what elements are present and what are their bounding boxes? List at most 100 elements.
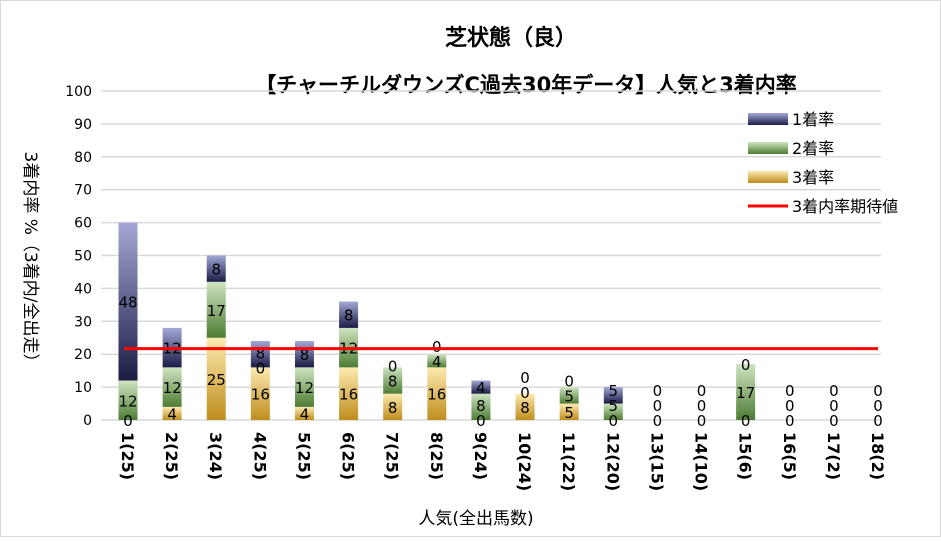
data-label: 0	[785, 397, 795, 415]
x-tick-label: 17(2)	[824, 432, 843, 480]
x-tick-label: 8(25)	[427, 432, 446, 480]
y-tick-label: 30	[74, 314, 92, 330]
data-label: 0	[873, 397, 883, 415]
bar-segment	[603, 387, 623, 404]
data-label: 0	[873, 412, 883, 430]
data-label: 0	[432, 338, 442, 356]
bar-segment	[736, 364, 756, 420]
x-tick-label: 4(25)	[250, 432, 269, 480]
data-label: 0	[785, 412, 795, 430]
bar-segment	[118, 222, 138, 381]
data-label: 0	[476, 412, 486, 430]
data-label: 0	[609, 412, 619, 430]
bar-segment	[427, 354, 447, 368]
data-label: 4	[476, 379, 486, 397]
data-label: 8	[300, 346, 310, 364]
data-label: 0	[520, 384, 530, 402]
x-tick-label: 10(24)	[515, 432, 534, 491]
bar-segment	[339, 367, 359, 420]
data-label: 0	[741, 412, 751, 430]
bar-segment	[559, 403, 579, 420]
bar-segment	[603, 403, 623, 420]
data-label: 0	[653, 382, 663, 400]
data-label: 0	[697, 397, 707, 415]
data-label: 5	[564, 387, 574, 405]
data-label: 4	[167, 405, 177, 423]
bar-segment	[294, 367, 314, 407]
bar-segment	[339, 301, 359, 328]
bar-segment	[118, 380, 138, 420]
x-tick-label: 7(25)	[383, 432, 402, 480]
x-tick-label: 16(5)	[780, 432, 799, 480]
bar-segment	[383, 393, 403, 420]
y-tick-label: 70	[74, 183, 92, 199]
chart-title-line2: 【チャーチルダウンズC過去30年データ】人気と3着内率	[255, 73, 797, 97]
legend-swatch	[748, 142, 788, 154]
data-label: 0	[520, 369, 530, 387]
data-label: 4	[300, 405, 310, 423]
data-label: 16	[339, 386, 358, 404]
data-label: 12	[295, 379, 314, 397]
legend-label: 2着率	[792, 139, 834, 158]
x-tick-label: 15(6)	[736, 432, 755, 480]
bar-segment	[162, 367, 182, 407]
chart-title-line1: 芝状態（良）	[445, 25, 577, 51]
legend-label: 1着率	[792, 110, 834, 129]
data-label: 5	[609, 382, 619, 400]
bar-segment	[162, 406, 182, 420]
legend-swatch	[748, 171, 788, 183]
data-label: 0	[653, 412, 663, 430]
data-label: 16	[251, 386, 270, 404]
bar-segment	[471, 380, 491, 394]
data-label: 8	[520, 399, 530, 417]
data-label: 4	[432, 353, 442, 371]
data-label: 5	[564, 404, 574, 422]
x-tick-label: 6(25)	[339, 432, 358, 480]
data-label: 0	[829, 382, 839, 400]
y-tick-label: 50	[74, 249, 92, 265]
data-label: 12	[163, 379, 182, 397]
data-label: 17	[736, 384, 755, 402]
y-tick-label: 10	[74, 380, 92, 396]
bar-segment	[471, 393, 491, 420]
data-label: 8	[476, 397, 486, 415]
data-label: 8	[211, 261, 221, 279]
bar-segment	[206, 281, 226, 338]
legend-label: 3着率	[792, 168, 834, 187]
x-tick-label: 12(20)	[603, 432, 622, 491]
data-label: 0	[829, 412, 839, 430]
data-label: 5	[609, 397, 619, 415]
data-label: 0	[873, 382, 883, 400]
bar-segment	[294, 406, 314, 420]
data-label: 8	[256, 344, 266, 362]
data-label: 8	[344, 307, 354, 325]
y-tick-label: 60	[74, 216, 92, 232]
data-label: 0	[697, 412, 707, 430]
bar-segment	[206, 255, 226, 282]
x-tick-label: 18(2)	[868, 432, 887, 480]
x-tick-label: 1(25)	[118, 432, 137, 480]
bar-segment	[383, 367, 403, 394]
legend-label: 3着内率期待値	[792, 197, 898, 216]
data-label: 16	[427, 386, 446, 404]
x-tick-label: 11(22)	[559, 432, 578, 491]
y-axis-title: 3着内率 %（3着内/全出走）	[20, 152, 40, 371]
bar-segment	[515, 393, 535, 420]
data-label: 0	[256, 359, 266, 377]
data-label: 0	[785, 382, 795, 400]
data-label: 0	[388, 358, 398, 376]
x-tick-label: 9(24)	[471, 432, 490, 480]
data-label: 0	[123, 412, 133, 430]
data-label: 0	[564, 372, 574, 390]
y-tick-label: 40	[74, 281, 92, 297]
y-tick-label: 20	[74, 347, 92, 363]
y-tick-label: 80	[74, 150, 92, 166]
legend-swatch	[748, 113, 788, 125]
x-tick-label: 14(10)	[692, 432, 711, 491]
x-tick-label: 13(15)	[647, 432, 666, 491]
bar-segment	[427, 367, 447, 420]
data-label: 0	[741, 356, 751, 374]
data-label: 25	[207, 371, 226, 389]
data-label: 17	[207, 302, 226, 320]
